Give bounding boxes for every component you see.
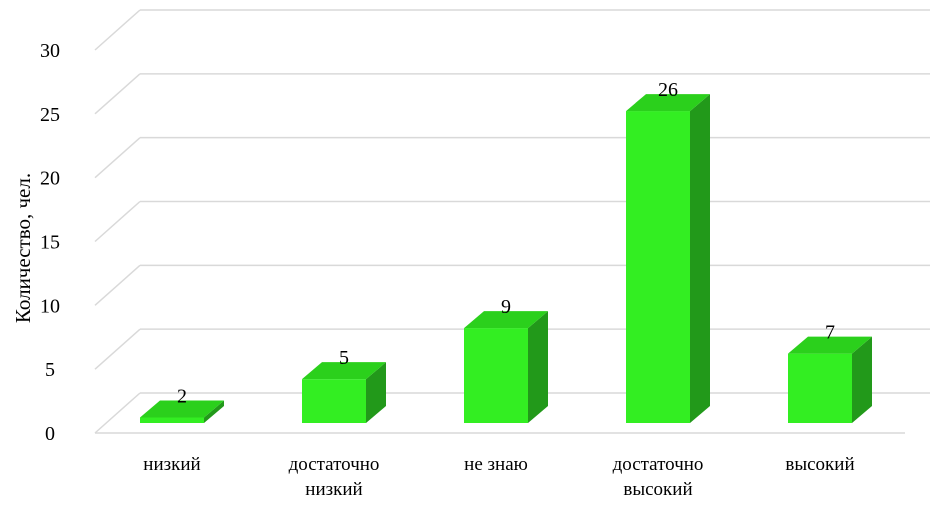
y-axis-ticks: 0 5 10 15 20 25 30 (40, 40, 60, 445)
y-tick-label: 10 (40, 295, 60, 317)
data-label: 2 (177, 385, 187, 407)
y-tick-label: 30 (40, 40, 60, 62)
y-tick-label: 20 (40, 168, 60, 190)
y-tick-label: 15 (40, 232, 60, 254)
data-label: 5 (339, 347, 349, 369)
bar-front (140, 417, 204, 423)
bars (140, 94, 872, 424)
gridline-diagonal (94, 9, 141, 51)
bar-side (366, 362, 386, 423)
gridline-diagonal (94, 200, 141, 243)
gridline-diagonal (94, 264, 141, 306)
gridline-diagonal (94, 328, 141, 370)
y-tick-label: 25 (40, 104, 60, 126)
x-axis-categories: низкий достаточно низкий не знаю достаточно в… (143, 454, 854, 500)
gridline-diagonal (94, 73, 141, 115)
bar-side (852, 336, 872, 423)
gridline-diagonal (94, 392, 141, 434)
data-label: 7 (825, 322, 835, 344)
y-tick-label: 0 (45, 423, 55, 445)
x-category-label: достаточно высокий (613, 454, 704, 500)
bar-front (626, 111, 690, 424)
bar-top (464, 311, 548, 329)
bar-top (302, 362, 386, 380)
data-label: 26 (658, 79, 678, 101)
bar-front (788, 353, 852, 423)
y-axis-title: Количество, чел. (11, 173, 35, 323)
bar-front (302, 379, 366, 423)
x-category-label: достаточно низкий (289, 454, 380, 500)
x-category-label: высокий (785, 454, 854, 475)
y-tick-label: 5 (45, 359, 55, 381)
bar-top (788, 336, 872, 354)
bar-side (528, 311, 548, 423)
x-category-label: низкий (143, 454, 200, 475)
bar-top (140, 400, 224, 418)
data-label: 9 (501, 296, 511, 318)
bar-side (204, 400, 224, 423)
x-category-label: не знаю (464, 454, 528, 475)
data-labels: 2 5 9 26 7 (177, 79, 835, 407)
bar-top (626, 94, 710, 112)
grid-layer (94, 9, 930, 434)
gridline-diagonal (94, 137, 141, 179)
bar-front (464, 328, 528, 423)
bar-side (690, 94, 710, 424)
